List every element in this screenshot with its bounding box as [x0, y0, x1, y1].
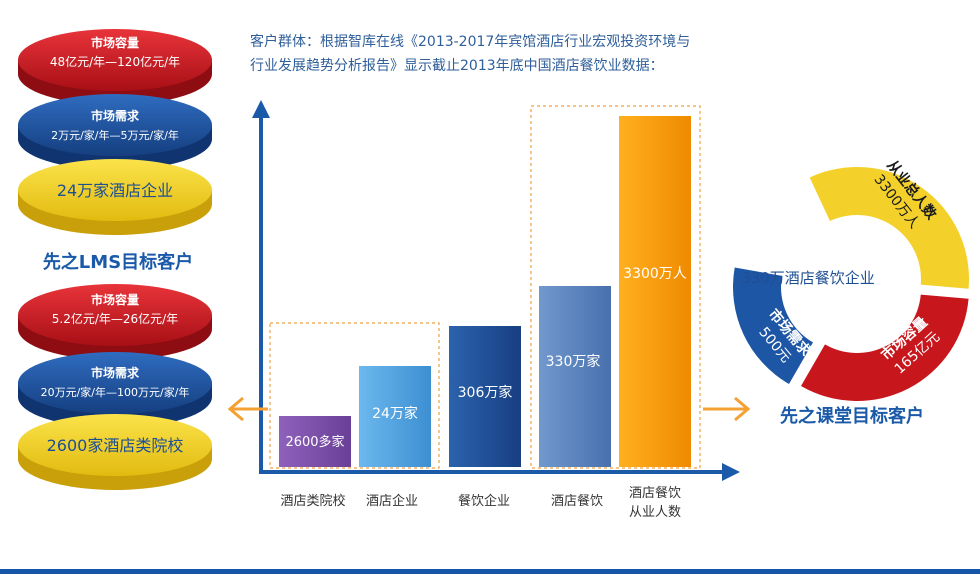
arrow-right-icon — [703, 396, 751, 422]
caption-lms: 先之LMS目标客户 — [43, 251, 193, 273]
x-tick-label: 酒店餐饮 — [629, 485, 681, 501]
bar — [539, 286, 611, 467]
group-box-classroom — [530, 105, 701, 469]
disc-value: 20万元/家/年—100万元/家/年 — [41, 385, 190, 399]
x-tick-label: 从业人数 — [629, 505, 681, 520]
disc-top — [18, 414, 212, 476]
disc-hotel-schools: 2600家酒店类院校 — [18, 414, 212, 490]
intro-text: 客户群体：根据智库在线《2013-2017年宾馆酒店行业宏观投资环境与 行业发展… — [250, 30, 770, 78]
bar — [449, 326, 521, 467]
disc-top — [18, 284, 212, 346]
bar-group: 330万家 — [539, 286, 611, 467]
bars: 2600多家 24万家 306万家 330万家 3300万人 — [279, 116, 691, 467]
donut-center-label: 330万酒店餐饮企业 — [741, 269, 875, 287]
bar-group: 306万家 — [449, 326, 521, 467]
disc-title: 市场需求 — [91, 365, 140, 380]
bar — [619, 116, 691, 467]
disc-title: 市场容量 — [91, 35, 139, 50]
bar-group: 3300万人 — [619, 116, 691, 467]
donut-segment — [801, 294, 969, 401]
bar-value-label: 306万家 — [458, 384, 513, 401]
bar-group: 24万家 — [359, 366, 431, 467]
disc-market-capacity-hotels: 市场容量 48亿元/年—120亿元/年 — [18, 29, 212, 105]
y-axis-arrow-icon — [252, 100, 270, 118]
x-tick-label: 酒店企业 — [366, 493, 418, 509]
disc-label: 2600家酒店类院校 — [47, 436, 184, 455]
bar-group: 2600多家 — [279, 416, 351, 467]
caption-classroom: 先之课堂目标客户 — [780, 405, 924, 427]
bar — [359, 366, 431, 467]
disc-top — [18, 352, 212, 414]
disc-hotel-enterprises: 24万家酒店企业 — [18, 159, 212, 235]
x-axis-arrow-icon — [722, 463, 740, 481]
disc-market-capacity-schools: 市场容量 5.2亿元/年—26亿元/年 — [18, 284, 212, 360]
bar-value-label: 330万家 — [546, 353, 601, 370]
x-tick-label: 餐饮企业 — [458, 493, 510, 509]
x-tick-label: 酒店餐饮 — [551, 493, 603, 509]
disc-value: 2万元/家/年—5万元/家/年 — [51, 128, 179, 142]
disc-top — [18, 94, 212, 156]
x-tick-label: 酒店类院校 — [280, 493, 345, 509]
disc-value: 48亿元/年—120亿元/年 — [50, 54, 180, 69]
bottom-rule — [0, 569, 980, 574]
bar-value-label: 2600多家 — [285, 434, 344, 450]
disc-top — [18, 29, 212, 91]
arrow-left-icon — [227, 396, 268, 422]
disc-label: 24万家酒店企业 — [57, 181, 173, 200]
disc-title: 市场容量 — [91, 292, 139, 307]
bar — [279, 416, 351, 467]
disc-title: 市场需求 — [91, 108, 140, 123]
bar-value-label: 3300万人 — [623, 266, 687, 282]
disc-market-demand-schools: 市场需求 20万元/家/年—100万元/家/年 — [18, 352, 212, 428]
bar-value-label: 24万家 — [372, 405, 418, 422]
donut-segment — [733, 267, 813, 384]
disc-market-demand-hotels: 市场需求 2万元/家/年—5万元/家/年 — [18, 94, 212, 170]
intro-line-1: 客户群体：根据智库在线《2013-2017年宾馆酒店行业宏观投资环境与 — [250, 34, 691, 50]
chart-axes — [252, 100, 740, 481]
disc-top — [18, 159, 212, 221]
donut-segment — [809, 167, 969, 289]
group-box-lms — [269, 322, 440, 469]
disc-value: 5.2亿元/年—26亿元/年 — [52, 311, 178, 326]
intro-line-2: 行业发展趋势分析报告》显示截止2013年底中国酒店餐饮业数据： — [250, 58, 664, 74]
